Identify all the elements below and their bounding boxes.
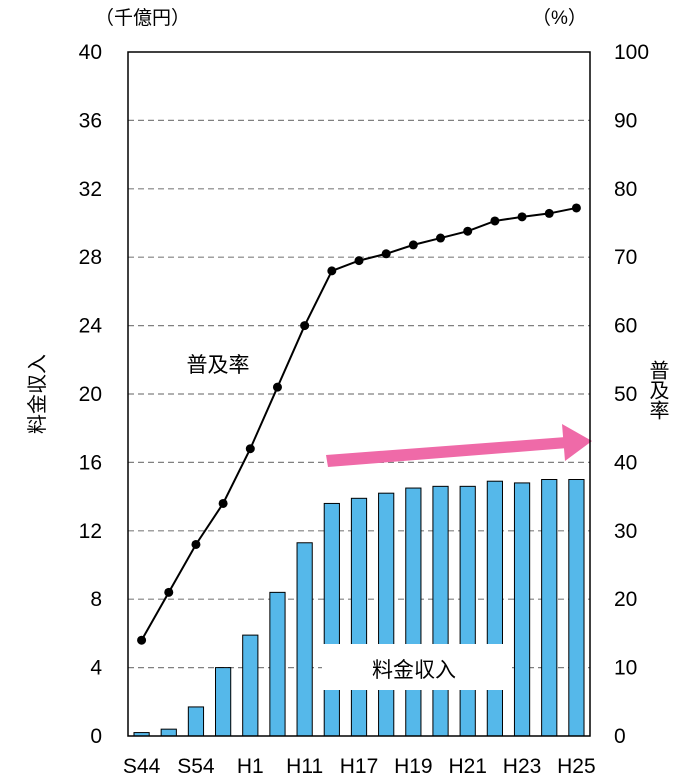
right-tick-label: 100 (614, 41, 649, 64)
bar (486, 480, 503, 737)
right-axis-ticks: 0 10 20 30 40 50 60 70 80 90 100 (614, 41, 649, 748)
line-point (354, 256, 364, 266)
right-tick-label: 60 (614, 315, 637, 338)
line-point (137, 635, 147, 645)
right-tick-label: 70 (614, 246, 637, 269)
bar (160, 728, 177, 737)
line-point (463, 226, 473, 236)
right-axis-label: 普及率 (646, 360, 669, 420)
x-axis-ticks: S44 S54 H1 H11 H17 H19 H21 H23 H25 (123, 755, 596, 778)
line-point (164, 587, 174, 597)
right-tick-label: 50 (614, 383, 637, 406)
bar-label-background (322, 644, 512, 690)
line-point (408, 240, 418, 250)
bar (296, 542, 313, 737)
line-point (327, 266, 337, 276)
bar (269, 591, 286, 737)
left-tick-label: 24 (79, 315, 103, 338)
line-point (544, 208, 554, 218)
line-point (245, 444, 255, 454)
bar (215, 667, 232, 737)
right-tick-label: 30 (614, 520, 637, 543)
left-axis-label: 料金収入 (26, 354, 49, 434)
bar (378, 492, 395, 737)
line-point (571, 203, 581, 213)
bar (242, 634, 259, 737)
right-tick-label: 80 (614, 178, 637, 201)
x-tick-label: H25 (557, 755, 596, 778)
left-tick-label: 8 (90, 588, 102, 611)
right-tick-label: 10 (614, 657, 637, 680)
left-tick-label: 32 (79, 178, 102, 201)
bar (187, 706, 205, 737)
right-tick-label: 40 (614, 451, 637, 474)
x-tick-label: H19 (394, 755, 433, 778)
bar (323, 502, 340, 737)
left-axis-ticks: 0 4 8 12 16 20 24 28 32 36 40 (79, 41, 103, 748)
trend-arrow-head (562, 424, 592, 461)
x-tick-label: H23 (503, 755, 542, 778)
right-tick-label: 20 (614, 588, 637, 611)
line-point (381, 249, 391, 259)
line-point (517, 212, 527, 222)
left-tick-label: 4 (90, 657, 102, 680)
right-tick-label: 90 (614, 109, 637, 132)
left-tick-label: 36 (79, 109, 102, 132)
line-point (272, 382, 282, 392)
trend-arrow (326, 424, 592, 467)
bar (568, 479, 585, 737)
x-tick-label: H17 (340, 755, 379, 778)
left-tick-label: 0 (90, 725, 102, 748)
line-point (490, 216, 500, 226)
bar (459, 485, 476, 737)
right-axis-unit: （%） (532, 7, 587, 29)
x-tick-label: S44 (123, 755, 161, 778)
bar (513, 482, 531, 737)
bar (350, 497, 368, 737)
x-tick-label: H11 (286, 755, 323, 778)
x-tick-label: H21 (448, 755, 487, 778)
line-series-label: 普及率 (187, 354, 250, 377)
left-axis-unit: （千億円） (95, 7, 190, 29)
line-point (300, 321, 310, 331)
bar-series-label: 料金収入 (372, 659, 456, 682)
bar (432, 485, 449, 737)
left-tick-label: 20 (79, 383, 102, 406)
x-tick-label: S54 (177, 755, 215, 778)
left-tick-label: 40 (79, 41, 102, 64)
left-tick-label: 12 (79, 520, 102, 543)
line-point (218, 498, 228, 508)
right-tick-label: 0 (614, 725, 626, 748)
bar (405, 487, 422, 737)
x-tick-label: H1 (237, 755, 264, 778)
left-tick-label: 16 (79, 451, 102, 474)
bar (541, 479, 558, 737)
line-series (137, 203, 581, 645)
bar-series (133, 479, 585, 737)
line-point (191, 539, 201, 549)
trend-arrow-shaft (326, 437, 568, 467)
line-point (436, 233, 446, 243)
plot-frame (127, 51, 591, 737)
left-tick-label: 28 (79, 246, 102, 269)
